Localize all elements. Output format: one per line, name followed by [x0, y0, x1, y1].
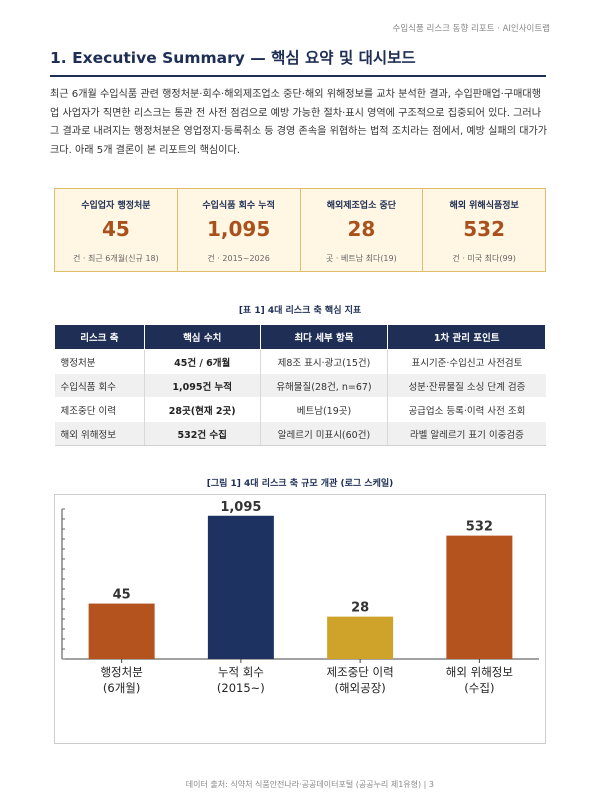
table-cell: 28곳(현재 2곳)	[143, 397, 261, 422]
x-tick-label: (해외공장)	[334, 681, 385, 695]
kpi-value: 532	[463, 217, 505, 241]
page-footer: 데이터 출처: 식약처 식품안전나라·공공데이터포털 (공공누리 제1유형) |…	[185, 780, 434, 789]
bar-chart: 45 행정처분 (6개월) 1,095 누적 회수 (2015~) 28 제조중단 이력 (해외…	[61, 500, 539, 695]
table-cell: 라벨 알레르기 표기 이중검증	[387, 421, 546, 446]
intro-paragraph: 최근 6개월 수입식품 관련 행정처분·회수·해외제조업소 중단·해외 위해정보…	[50, 89, 548, 156]
table-cell: 해외 위해정보	[54, 421, 145, 446]
kpi-dashboard: 수입업자 행정처분 45 건 · 최근 6개월(신규 18) 수입식품 회수 누…	[54, 188, 546, 272]
section-title: 1. Executive Summary — 핵심 요약 및 대시보드	[50, 46, 546, 77]
table-caption: [표 1] 4대 리스크 축 핵심 지표	[238, 306, 362, 316]
kpi-sub: 건 · 2015~2026	[207, 254, 270, 263]
kpi-label: 해외 위해식품정보	[449, 201, 519, 211]
kpi-sub: 건 · 최근 6개월(신규 18)	[73, 254, 159, 263]
data-label: 532	[466, 520, 493, 535]
column-header: 리스크 축	[54, 324, 145, 350]
x-tick-label: 제조중단 이력	[327, 665, 394, 679]
report-header: 수입식품 리스크 동향 리포트 · AI인사이트랩	[392, 24, 550, 34]
table-cell: 제조중단 이력	[54, 397, 145, 422]
table-cell: 성분·잔류물질 소싱 단계 검증	[387, 373, 546, 398]
table-cell: 알레르기 미표시(60건)	[259, 421, 388, 446]
data-label: 1,095	[220, 500, 261, 515]
table-row: 수입식품 회수 1,095건 누적 유해물질(28건, n=67) 성분·잔류물…	[54, 373, 546, 398]
kpi-label: 해외제조업소 중단	[326, 201, 397, 211]
table-cell: 45건 / 6개월	[143, 349, 261, 374]
table-cell: 공급업소 등록·이력 사전 조회	[387, 397, 546, 422]
kpi-label: 수입업자 행정처분	[81, 201, 151, 211]
chart-frame: 45 행정처분 (6개월) 1,095 누적 회수 (2015~) 28 제조중단 이력 (해외…	[54, 494, 546, 744]
table-cell: 베트남(19곳)	[259, 397, 388, 422]
column-header: 최다 세부 항목	[259, 324, 389, 350]
kpi-card-hazard-info: 해외 위해식품정보 532 건 · 미국 최다(99)	[422, 189, 545, 271]
x-tick-label: 해외 위해정보	[446, 665, 513, 679]
table-row: 행정처분 45건 / 6개월 제8조 표시·광고(15건) 표시기준·수입신고 …	[54, 349, 546, 374]
x-tick-label: (6개월)	[103, 681, 140, 695]
kpi-value: 1,095	[206, 217, 271, 241]
kpi-card-recalls: 수입식품 회수 누적 1,095 건 · 2015~2026	[176, 189, 300, 271]
column-header: 핵심 수치	[143, 324, 261, 350]
kpi-sub: 곳 · 베트남 최다(19)	[325, 254, 397, 263]
kpi-card-suspensions: 해외제조업소 중단 28 곳 · 베트남 최다(19)	[299, 189, 423, 271]
table-cell: 제8조 표시·광고(15건)	[259, 349, 388, 374]
table-row: 해외 위해정보 532건 수집 알레르기 미표시(60건) 라벨 알레르기 표기…	[54, 421, 546, 446]
column-header: 1차 관리 포인트	[387, 324, 546, 350]
table-cell: 표시기준·수입신고 사전검토	[387, 349, 546, 374]
table-cell: 행정처분	[54, 349, 145, 374]
x-tick-label: 행정처분	[100, 665, 142, 679]
kpi-value: 45	[101, 217, 130, 241]
bar	[327, 616, 394, 659]
bar	[88, 603, 155, 659]
risk-table: 리스크 축 핵심 수치 최다 세부 항목 1차 관리 포인트 행정처분 45건 …	[54, 324, 546, 446]
table-row: 제조중단 이력 28곳(현재 2곳) 베트남(19곳) 공급업소 등록·이력 사…	[54, 397, 546, 422]
kpi-label: 수입식품 회수 누적	[202, 201, 275, 211]
bar	[446, 535, 513, 659]
kpi-value: 28	[347, 217, 376, 241]
table-cell: 유해물질(28건, n=67)	[259, 373, 388, 398]
data-label: 45	[113, 588, 131, 603]
kpi-card-sanctions: 수입업자 행정처분 45 건 · 최근 6개월(신규 18)	[55, 189, 177, 271]
table-cell: 1,095건 누적	[143, 373, 261, 398]
table-cell: 532건 수집	[143, 421, 261, 446]
figure-caption: [그림 1] 4대 리스크 축 규모 개관 (로그 스케일)	[206, 479, 394, 489]
x-tick-label: 누적 회수	[218, 665, 264, 679]
kpi-sub: 건 · 미국 최다(99)	[452, 254, 516, 263]
data-label: 28	[351, 601, 369, 616]
table-cell: 수입식품 회수	[54, 373, 145, 398]
x-tick-label: (2015~)	[217, 681, 265, 695]
table-header-row: 리스크 축 핵심 수치 최다 세부 항목 1차 관리 포인트	[54, 324, 546, 350]
bar	[207, 515, 274, 659]
x-tick-label: (수집)	[464, 681, 494, 695]
